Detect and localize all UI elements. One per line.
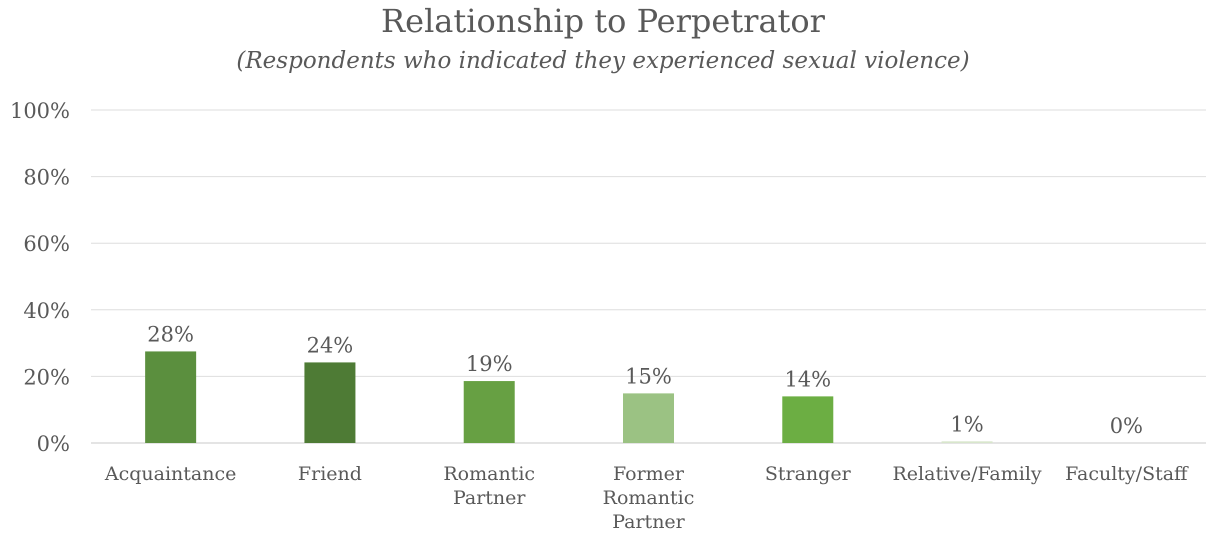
x-tick-label: Romantic: [443, 463, 535, 485]
x-tick-label: Stranger: [765, 463, 852, 485]
x-tick-label: Friend: [298, 463, 362, 485]
chart-title: Relationship to Perpetrator: [381, 2, 825, 40]
bar: [623, 393, 674, 443]
x-tick-label: Partner: [453, 487, 526, 509]
y-tick-label: 20%: [23, 365, 70, 389]
data-label: 14%: [784, 367, 831, 391]
bar: [782, 396, 834, 443]
bar: [304, 362, 356, 443]
y-tick-label: 100%: [10, 99, 70, 123]
data-label: 15%: [625, 364, 672, 388]
x-tick-label: Faculty/Staff: [1065, 463, 1189, 485]
y-tick-label: 60%: [23, 232, 70, 256]
bar: [145, 351, 197, 443]
y-tick-label: 80%: [23, 166, 70, 190]
x-tick-label: Partner: [612, 511, 685, 533]
y-tick-label: 40%: [23, 299, 70, 323]
data-label: 24%: [307, 333, 354, 357]
data-label: 28%: [147, 322, 194, 346]
data-label: 1%: [950, 412, 983, 436]
data-label: 0%: [1110, 414, 1143, 438]
x-tick-label: Acquaintance: [104, 463, 237, 485]
x-tick-label: Relative/Family: [892, 463, 1041, 485]
y-tick-label: 0%: [37, 432, 70, 456]
x-tick-label: Former: [613, 463, 685, 485]
data-label: 19%: [466, 352, 513, 376]
bar: [463, 381, 515, 443]
x-tick-label: Romantic: [603, 487, 695, 509]
bar: [941, 441, 993, 443]
chart-subtitle: (Respondents who indicated they experien…: [236, 48, 970, 74]
